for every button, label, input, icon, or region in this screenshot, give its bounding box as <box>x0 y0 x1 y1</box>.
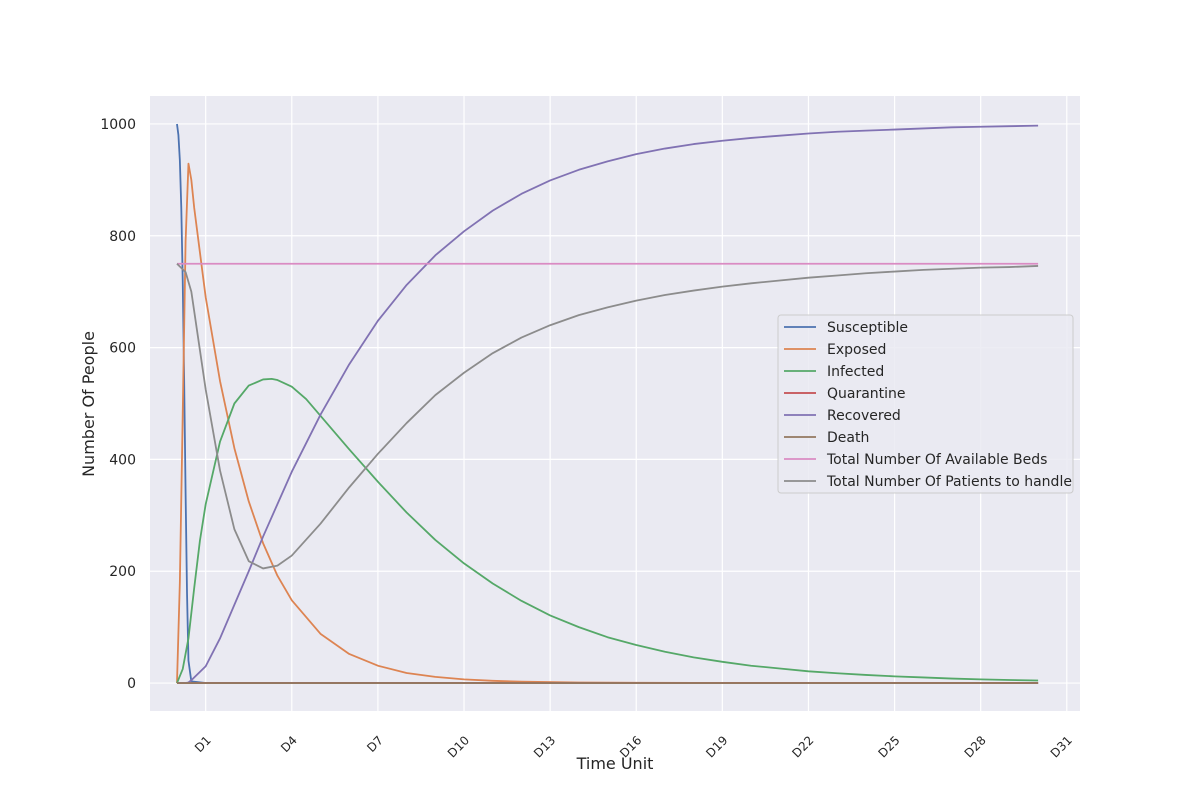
x-tick-label: D4 <box>278 733 300 755</box>
legend-death-label: Death <box>827 430 869 446</box>
x-tick-label: D25 <box>875 733 902 760</box>
y-axis-ticks: 0 200 400 600 800 1000 <box>100 117 136 692</box>
y-tick-label: 200 <box>109 564 136 580</box>
legend-total-number-of-available-beds-label: Total Number Of Available Beds <box>826 452 1047 468</box>
y-tick-label: 1000 <box>100 117 136 133</box>
y-tick-label: 600 <box>109 341 136 357</box>
y-tick-label: 400 <box>109 452 136 468</box>
x-tick-label: D7 <box>364 733 386 755</box>
legend-susceptible-label: Susceptible <box>827 320 908 336</box>
legend: Susceptible Exposed Infected Quarantine Reco… <box>777 314 1074 494</box>
x-tick-label: D31 <box>1048 733 1075 760</box>
x-tick-label: D28 <box>962 733 989 760</box>
x-tick-label: D13 <box>531 733 558 760</box>
legend-infected-label: Infected <box>827 364 884 380</box>
y-tick-label: 0 <box>127 676 136 692</box>
legend-exposed-label: Exposed <box>827 342 886 358</box>
legend-total-number-of-patients-to-handle-label: Total Number Of Patients to handle <box>826 474 1072 490</box>
legend-recovered-label: Recovered <box>827 408 901 424</box>
x-tick-label: D10 <box>445 733 472 760</box>
series-line-total-number-of-patients-to-handle <box>176 263 1039 570</box>
legend-quarantine-label: Quarantine <box>827 386 906 402</box>
series-line-infected <box>176 377 1039 684</box>
series-layer <box>176 123 1039 684</box>
x-tick-label: D22 <box>789 733 816 760</box>
legend-box <box>777 314 1074 494</box>
x-tick-label: D1 <box>192 733 214 755</box>
x-tick-label: D19 <box>703 733 730 760</box>
y-axis-label: Number Of People <box>79 331 98 477</box>
series-line-exposed <box>176 162 1039 684</box>
y-tick-label: 800 <box>109 229 136 245</box>
x-axis-label: Time Unit <box>576 754 654 773</box>
series-line-recovered <box>176 124 1039 684</box>
